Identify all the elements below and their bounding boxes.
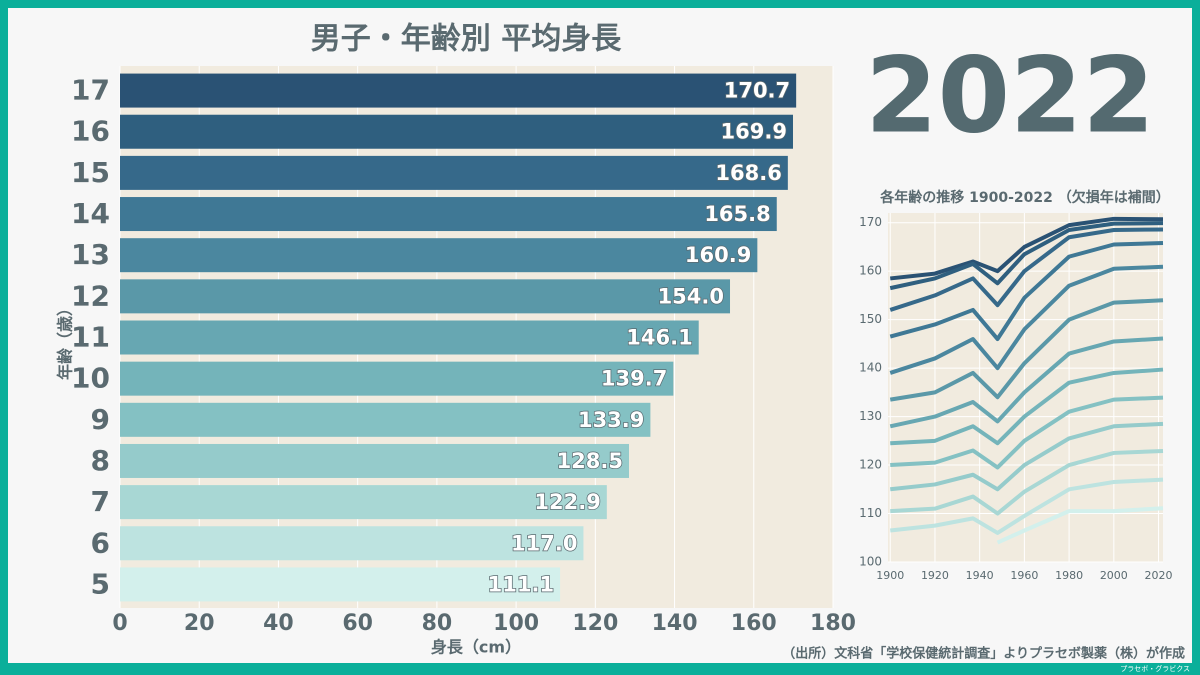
y-tick-label: 150 bbox=[859, 312, 882, 326]
y-tick-label: 7 bbox=[91, 485, 110, 518]
x-tick-label: 1940 bbox=[966, 569, 994, 582]
bar bbox=[120, 73, 797, 108]
source-note: （出所）文科省「学校保健統計調査」よりプラセボ製薬（株）が作成 bbox=[782, 646, 1185, 662]
y-tick-label: 15 bbox=[71, 156, 110, 189]
bar bbox=[120, 567, 561, 602]
y-tick-label: 17 bbox=[71, 74, 110, 107]
bar bbox=[120, 485, 607, 520]
bar bbox=[120, 279, 731, 314]
y-tick-label: 16 bbox=[71, 115, 110, 148]
y-tick-label: 170 bbox=[859, 215, 882, 229]
x-tick-label: 160 bbox=[731, 611, 777, 636]
x-tick-label: 2020 bbox=[1145, 569, 1173, 582]
value-label: 168.6 bbox=[715, 161, 781, 185]
year-label: 2022 bbox=[865, 34, 1154, 156]
value-label: 117.0 bbox=[511, 531, 577, 555]
brand: プラセボ・グラビクス bbox=[1120, 664, 1190, 673]
value-label: 122.9 bbox=[534, 490, 600, 514]
value-label: 146.1 bbox=[626, 326, 692, 350]
bar bbox=[120, 114, 793, 149]
bar bbox=[120, 197, 777, 232]
bar bbox=[120, 238, 758, 273]
x-tick-label: 40 bbox=[263, 611, 294, 636]
value-label: 128.5 bbox=[557, 449, 623, 473]
bar bbox=[120, 526, 584, 561]
y-tick-label: 10 bbox=[71, 362, 110, 395]
bar bbox=[120, 155, 788, 190]
x-tick-label: 100 bbox=[493, 611, 539, 636]
series-line bbox=[889, 336, 1164, 429]
value-label: 160.9 bbox=[685, 243, 751, 267]
series-line bbox=[890, 421, 1164, 492]
x-tick-label: 80 bbox=[422, 611, 453, 636]
series-line bbox=[890, 477, 1164, 535]
y-tick-label: 5 bbox=[91, 567, 110, 600]
y-axis-label: 年齢（歳） bbox=[56, 300, 75, 380]
value-label: 154.0 bbox=[658, 284, 724, 308]
x-tick-label: 1920 bbox=[921, 569, 949, 582]
x-tick-label: 1980 bbox=[1055, 569, 1083, 582]
y-tick-label: 8 bbox=[91, 444, 110, 477]
value-label: 111.1 bbox=[488, 572, 554, 596]
series-line bbox=[889, 298, 1164, 402]
bar bbox=[120, 320, 699, 355]
value-label: 170.7 bbox=[724, 79, 790, 103]
series-line bbox=[890, 367, 1164, 446]
x-tick-label: 1900 bbox=[876, 569, 904, 582]
x-tick-label: 1960 bbox=[1010, 569, 1038, 582]
x-tick-label: 140 bbox=[652, 611, 698, 636]
value-label: 133.9 bbox=[578, 408, 644, 432]
y-tick-label: 6 bbox=[91, 526, 110, 559]
y-tick-label: 12 bbox=[71, 279, 110, 312]
y-tick-label: 9 bbox=[91, 403, 110, 436]
y-tick-label: 11 bbox=[71, 321, 110, 354]
value-label: 169.9 bbox=[721, 120, 787, 144]
y-tick-label: 110 bbox=[859, 506, 882, 520]
series-line bbox=[890, 395, 1164, 470]
x-axis-label: 身長（cm） bbox=[431, 638, 521, 657]
bar bbox=[120, 361, 674, 396]
y-tick-label: 140 bbox=[859, 361, 882, 375]
x-tick-label: 120 bbox=[572, 611, 618, 636]
bar bbox=[120, 443, 630, 478]
x-tick-label: 0 bbox=[112, 611, 127, 636]
y-tick-label: 100 bbox=[859, 555, 882, 569]
bar bbox=[120, 402, 651, 437]
series-line bbox=[889, 227, 1164, 312]
y-tick-label: 130 bbox=[859, 409, 882, 423]
y-tick-label: 14 bbox=[71, 197, 110, 230]
series-line bbox=[890, 216, 1164, 281]
x-tick-label: 180 bbox=[810, 611, 856, 636]
series-line bbox=[889, 264, 1164, 375]
y-tick-label: 120 bbox=[859, 458, 882, 472]
value-label: 165.8 bbox=[704, 202, 770, 226]
series-line bbox=[889, 241, 1164, 342]
series-line bbox=[996, 506, 1164, 545]
x-tick-label: 60 bbox=[342, 611, 373, 636]
line-chart-title: 各年齢の推移 1900-2022 （欠損年は補間） bbox=[879, 189, 1170, 206]
x-tick-label: 20 bbox=[184, 611, 215, 636]
x-tick-label: 2000 bbox=[1100, 569, 1128, 582]
y-tick-label: 160 bbox=[859, 264, 882, 278]
chart-title: 男子・年齢別 平均身長 bbox=[311, 22, 622, 57]
value-label: 139.7 bbox=[601, 367, 667, 391]
y-tick-label: 13 bbox=[71, 238, 110, 271]
series-line bbox=[890, 449, 1164, 516]
series-line bbox=[889, 221, 1164, 291]
